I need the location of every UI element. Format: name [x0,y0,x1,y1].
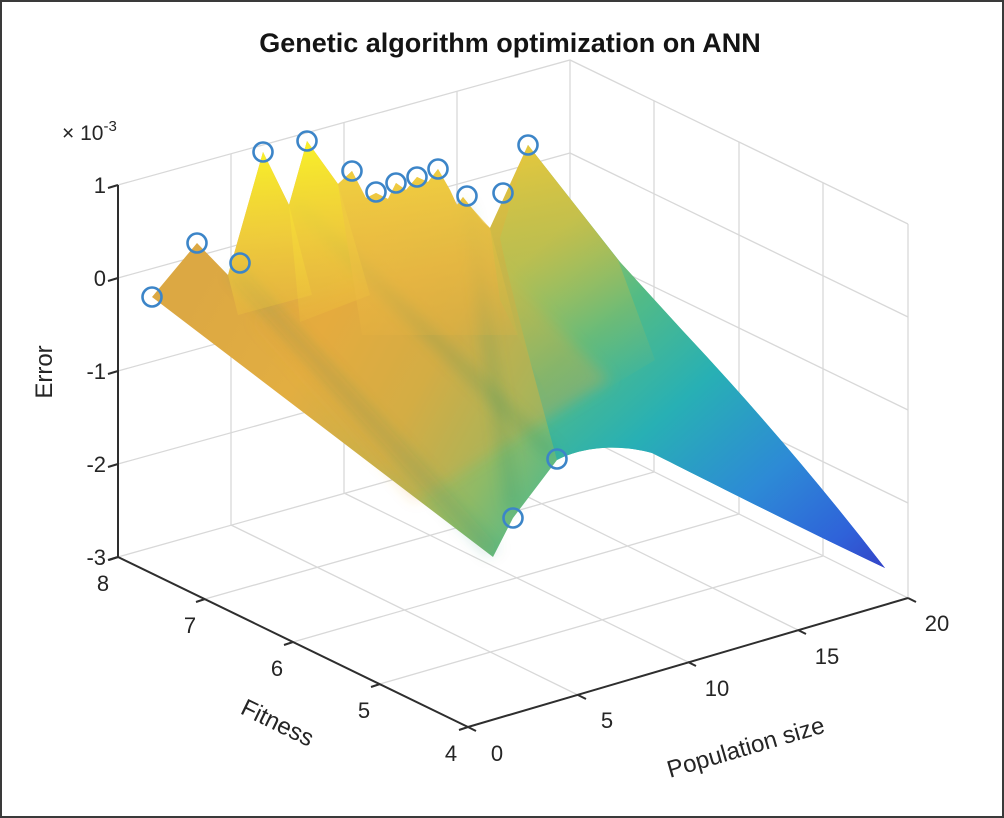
population-tick-15: 15 [815,644,839,669]
population-tick-20: 20 [925,611,949,636]
fitness-axis-ticks [108,556,469,731]
surface-peak-cluster [338,169,518,335]
surface-valley-groove-1 [228,267,500,557]
population-tick-labels: 0 5 10 15 20 [491,611,949,766]
z-axis-ticks [107,184,119,561]
floor-fitness-gridlines [204,471,824,685]
population-tick-5: 5 [601,708,613,733]
surface-peak-2 [289,141,370,322]
data-point-marker [186,232,208,254]
fitness-axis-label: Fitness [237,694,318,752]
exponent-value: -3 [103,118,116,135]
data-point-marker [296,130,318,152]
exponent-base: × 10 [62,122,103,145]
fitness-tick-6: 6 [271,656,283,681]
z-tick-m2: -2 [86,452,106,477]
population-tick-0: 0 [491,741,503,766]
fitness-tick-8: 8 [97,571,109,596]
chart-title: Genetic algorithm optimization on ANN [259,28,761,58]
data-point-marker [456,185,478,207]
z-tick-1: 1 [94,173,106,198]
data-point-marker [492,182,514,204]
scatter-markers [141,130,568,529]
data-point-marker [517,134,539,156]
data-point-marker [502,507,524,529]
z-axis-label: Error [31,345,58,398]
data-point-marker [546,448,568,470]
data-point-marker [427,158,449,180]
surface-big-peak [490,145,655,418]
fitness-tick-5: 5 [358,698,370,723]
data-point-marker [406,166,428,188]
population-axis-label: Population size [664,712,828,784]
z-tick-0: 0 [94,266,106,291]
z-axis-exponent-label: × 10-3 [62,118,117,145]
z-tick-m3: -3 [86,545,106,570]
data-point-marker [385,172,407,194]
fitness-tick-labels: 8 7 6 5 4 [97,571,457,766]
data-point-marker [252,141,274,163]
population-axis-ticks [467,597,917,732]
z-tick-labels: 1 0 -1 -2 -3 [86,173,106,570]
fitness-tick-4: 4 [445,741,457,766]
data-point-marker [141,286,163,308]
data-point-marker [365,181,387,203]
population-tick-10: 10 [705,676,729,701]
z-tick-m1: -1 [86,359,106,384]
surface-plot [152,141,885,568]
fitness-tick-7: 7 [184,613,196,638]
data-point-marker [341,160,363,182]
axis-lines [107,184,917,732]
surface-peak-1 [228,152,312,315]
data-point-marker [229,252,251,274]
